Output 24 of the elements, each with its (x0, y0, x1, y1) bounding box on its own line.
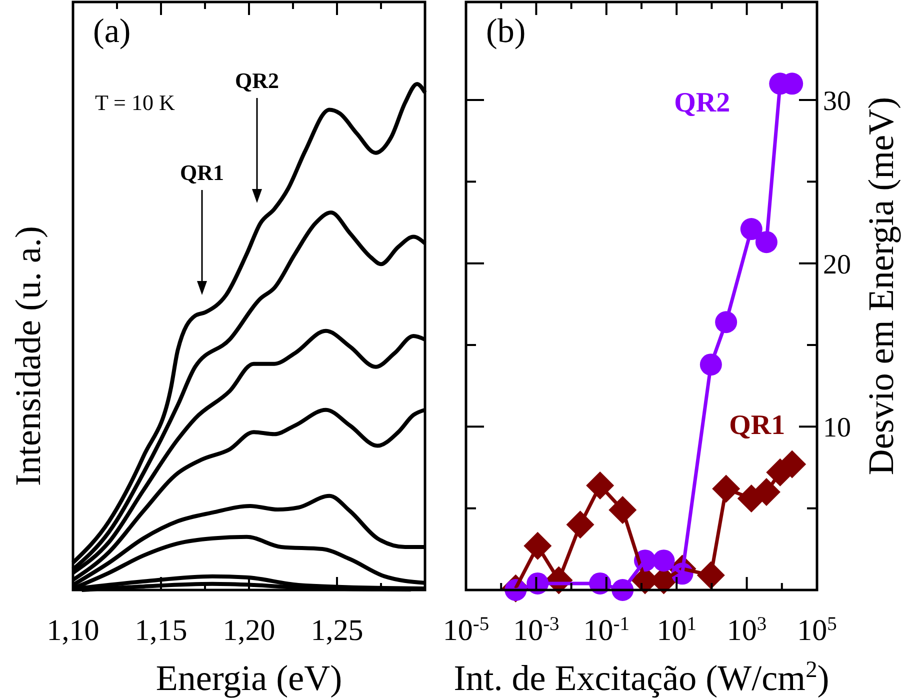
annotation: (b) (486, 13, 526, 50)
y-axis-title: Intensidade (u. a.) (8, 226, 48, 486)
x-tick-label: 10$^{1}$ (656, 614, 696, 647)
x-tick-label: 1,20 (222, 614, 276, 647)
y-axis-title: Desvio em Energia (meV) (861, 96, 901, 476)
x-tick-label: 1,25 (310, 614, 364, 647)
annotation: QR2 (235, 68, 279, 93)
series-label: QR1 (729, 410, 786, 442)
x-axis-title: Energia (eV) (156, 658, 342, 698)
annotation: T = 10 K (95, 90, 175, 115)
series-label: QR2 (674, 88, 730, 119)
x-tick-label: 10$^{-1}$ (583, 614, 630, 647)
x-axis-title: Int. de Excitação (W/cm$^{2}$) (454, 657, 830, 698)
x-tick-label: 10$^{-3}$ (513, 614, 560, 647)
x-tick-label: 10$^{3}$ (726, 614, 767, 647)
y-tick-label: 30 (823, 86, 851, 117)
y-tick-label: 10 (823, 412, 851, 444)
text: (a) (93, 13, 131, 50)
y-tick-label: 20 (823, 249, 851, 280)
x-tick-label: 10$^{-5}$ (442, 614, 490, 647)
x-tick-label: 1,10 (46, 614, 100, 647)
x-tick-label: 1,15 (134, 614, 188, 647)
x-tick-label: 10$^{5}$ (797, 614, 837, 647)
annotation: QR1 (180, 160, 224, 185)
